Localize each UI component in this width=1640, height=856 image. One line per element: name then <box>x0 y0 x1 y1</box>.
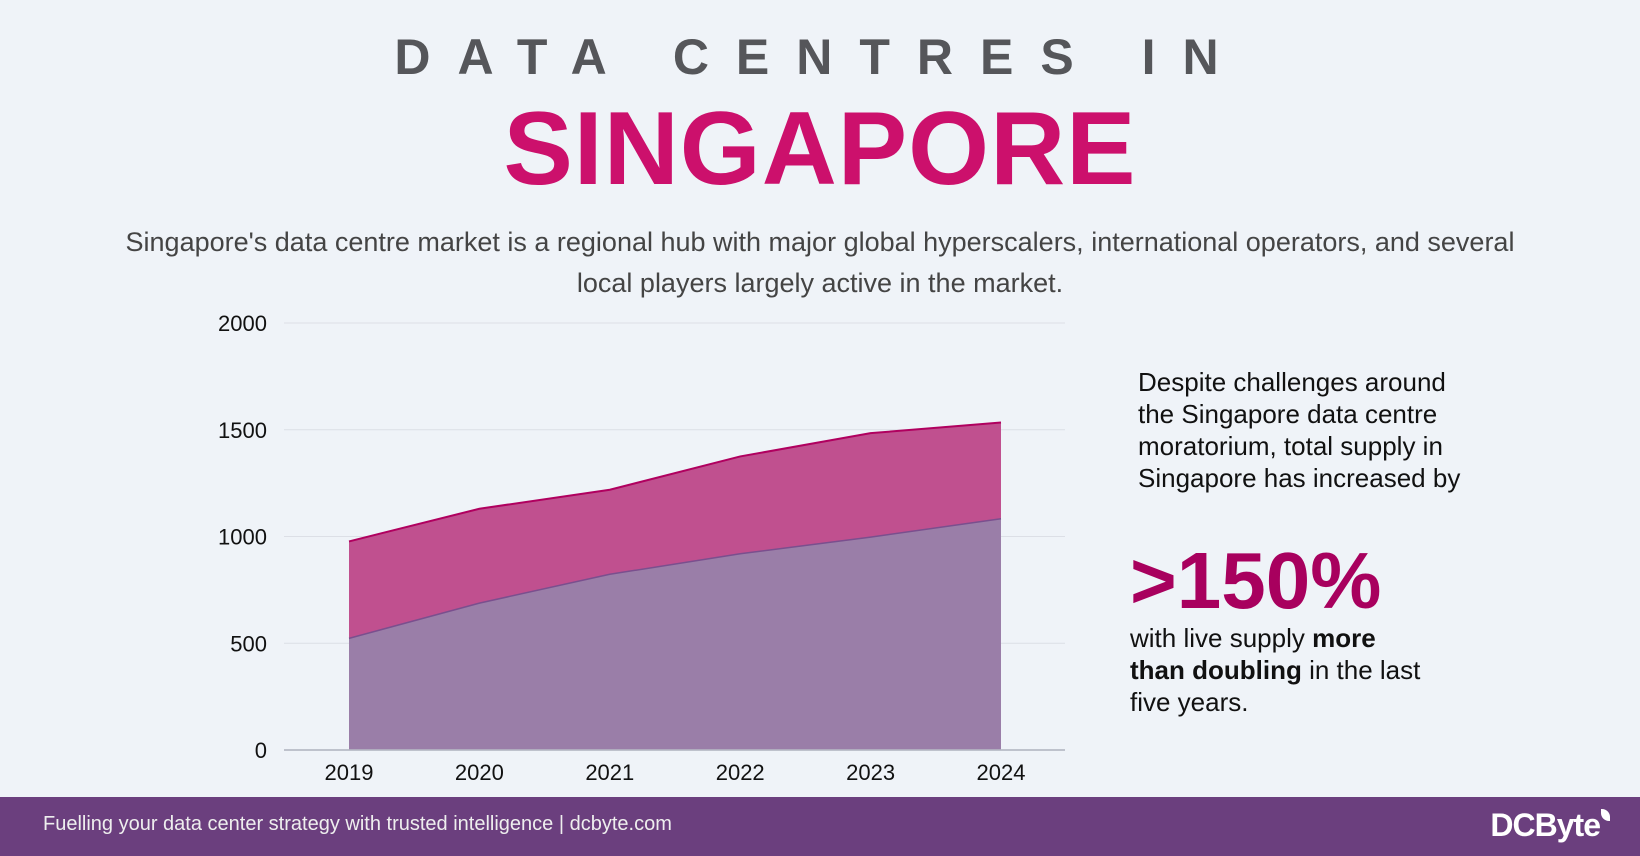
side-intro-text: Despite challenges around the Singapore … <box>1138 367 1461 493</box>
outro-pre: with live supply <box>1130 623 1313 653</box>
y-tick-label: 500 <box>230 631 267 656</box>
series-area-upper <box>349 422 1001 639</box>
y-tick-label: 1000 <box>218 525 267 550</box>
x-tick-label: 2021 <box>585 760 634 785</box>
series-line-lower <box>348 518 1002 640</box>
x-tick-label: 2022 <box>716 760 765 785</box>
title-line-1: DATA CENTRES IN <box>394 29 1246 85</box>
y-tick-label: 2000 <box>218 311 267 336</box>
outro-post: in the last five years. <box>1130 655 1421 717</box>
leaf-icon <box>1601 809 1610 821</box>
y-tick-label: 0 <box>255 738 267 763</box>
x-tick-label: 2020 <box>455 760 504 785</box>
x-tick-label: 2019 <box>325 760 374 785</box>
area-chart: 0 500 1000 1500 2000 2019 2020 2021 2022 2023 2024 <box>218 311 1065 785</box>
dcbyte-logo: DCByte <box>1490 807 1610 844</box>
x-tick-label: 2024 <box>977 760 1026 785</box>
side-outro-text: with live supply more than doubling in t… <box>1130 622 1430 718</box>
footer: Fuelling your data center strategy with … <box>0 797 1640 856</box>
title-singapore: SINGAPORE <box>503 91 1137 207</box>
series-area-lower <box>349 518 1001 750</box>
series-line-upper <box>348 421 1002 543</box>
outro-bold: more than doubling <box>1130 623 1376 685</box>
x-tick-label: 2023 <box>846 760 895 785</box>
growth-highlight: >150% <box>1130 536 1382 625</box>
y-tick-label: 1500 <box>218 418 267 443</box>
footer-tagline: Fuelling your data center strategy with … <box>43 813 672 835</box>
subtitle: Singapore's data centre market is a regi… <box>125 227 1515 298</box>
